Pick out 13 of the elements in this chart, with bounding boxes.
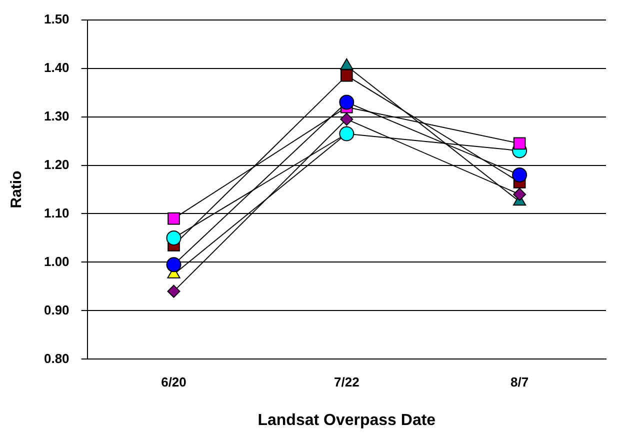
x-tick-label: 6/20 <box>161 374 186 390</box>
y-tick-label: 1.30 <box>44 108 70 124</box>
y-tick-label: 0.80 <box>44 350 70 366</box>
y-tick-label: 1.40 <box>44 60 70 75</box>
x-tick-label: 8/7 <box>510 374 529 390</box>
y-tick-label: 1.20 <box>44 156 70 172</box>
y-tick-label: 1.10 <box>44 205 70 220</box>
y-tick-label: 1.50 <box>44 11 70 26</box>
x-tick-label: 7/22 <box>334 374 360 390</box>
y-tick-label: 1.00 <box>44 254 70 269</box>
y-axis-title: Ratio <box>8 170 26 208</box>
x-axis-title: Landsat Overpass Date <box>258 412 436 429</box>
y-tick-label: 0.90 <box>44 302 70 318</box>
